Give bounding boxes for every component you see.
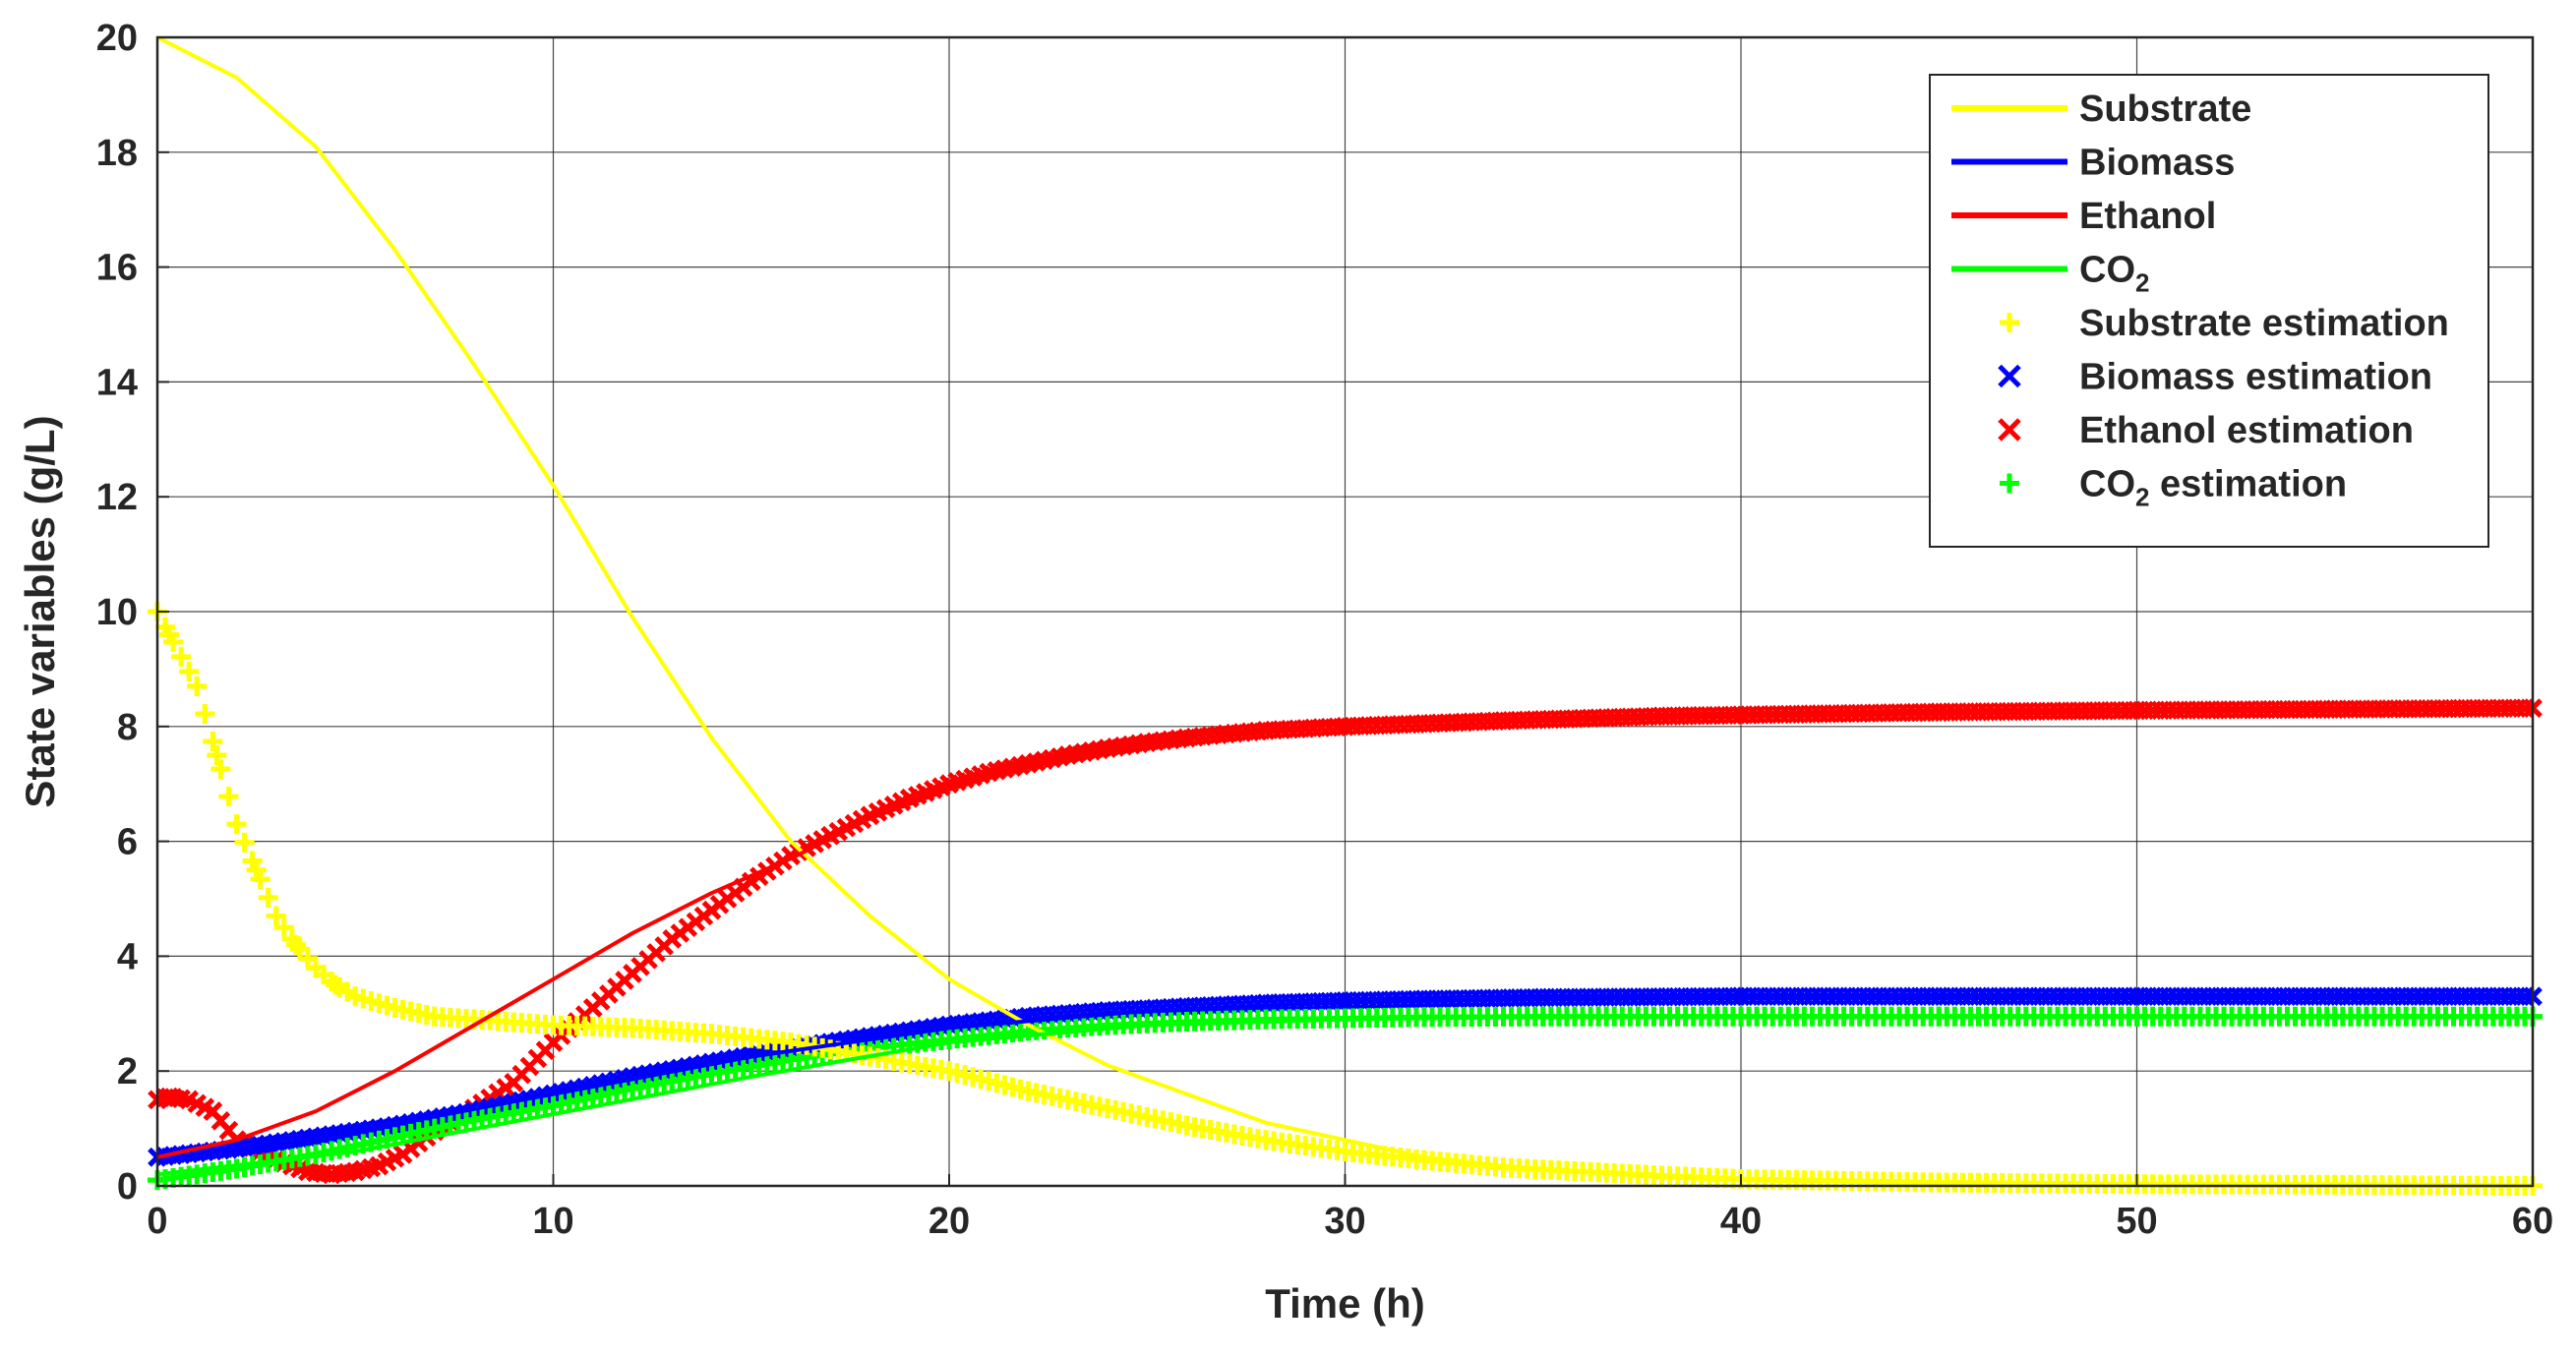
series-line [156, 994, 2533, 1159]
data-point [155, 617, 176, 637]
data-point [203, 731, 223, 751]
legend-label: Ethanol [2079, 196, 2216, 237]
legend-label: CO2 [2079, 250, 2149, 298]
data-point [179, 661, 200, 681]
ticks: 0 10 20 30 40 50 60 0 2 4 6 8 10 12 14 16 18 20 [96, 18, 2553, 1242]
legend-marker-swatch [1998, 418, 2021, 442]
data-point [210, 759, 231, 780]
legend-label: Biomass [2079, 143, 2235, 184]
legend-marker-swatch [2000, 473, 2019, 494]
y-tick-label: 14 [96, 362, 138, 403]
y-tick-label: 16 [96, 248, 138, 289]
y-tick-label: 12 [96, 477, 138, 518]
y-tick-label: 18 [96, 133, 138, 174]
data-point [258, 887, 278, 908]
data-point [187, 676, 208, 696]
x-tick-label: 0 [147, 1201, 167, 1242]
data-point [207, 745, 227, 765]
legend-box [1929, 74, 2489, 548]
y-axis-label: State variables (g/L) [17, 415, 63, 807]
data-point [234, 832, 255, 853]
legend-label: CO2 estimation [2079, 464, 2347, 512]
legend-marker-swatch [1998, 364, 2021, 388]
x-tick-label: 40 [1720, 1201, 1762, 1242]
plot-area [148, 35, 2543, 1196]
x-tick-label: 10 [532, 1201, 573, 1242]
legend-label: Biomass estimation [2079, 357, 2432, 398]
data-point [218, 787, 239, 807]
legend-label: Substrate estimation [2079, 303, 2449, 344]
y-tick-label: 8 [117, 707, 138, 748]
x-tick-label: 60 [2512, 1201, 2553, 1242]
data-point [273, 917, 294, 938]
x-tick-label: 30 [1324, 1201, 1365, 1242]
data-point [281, 928, 302, 949]
x-tick-label: 20 [929, 1201, 970, 1242]
x-tick-label: 50 [2116, 1201, 2157, 1242]
series-line [156, 707, 2534, 1159]
data-point [226, 814, 247, 835]
data-point [266, 906, 286, 926]
data-point [195, 703, 215, 724]
y-tick-label: 2 [117, 1051, 138, 1092]
y-tick-label: 6 [117, 822, 138, 863]
series-line [156, 1014, 2533, 1177]
legend-label: Ethanol estimation [2079, 410, 2414, 451]
y-tick-label: 10 [96, 592, 138, 633]
data-point [171, 646, 192, 667]
data-point [242, 851, 263, 871]
data-point [250, 869, 270, 890]
x-axis-label: Time (h) [1265, 1280, 1425, 1327]
y-tick-label: 4 [117, 936, 138, 977]
data-point [246, 859, 267, 880]
legend-label: Substrate [2079, 88, 2251, 130]
y-tick-label: 20 [96, 18, 138, 59]
y-tick-label: 0 [117, 1166, 138, 1208]
data-point [163, 631, 184, 652]
legend: Substrate Biomass Ethanol CO2 Substrate esti… [1929, 74, 2489, 548]
legend-marker-swatch [2000, 313, 2019, 332]
